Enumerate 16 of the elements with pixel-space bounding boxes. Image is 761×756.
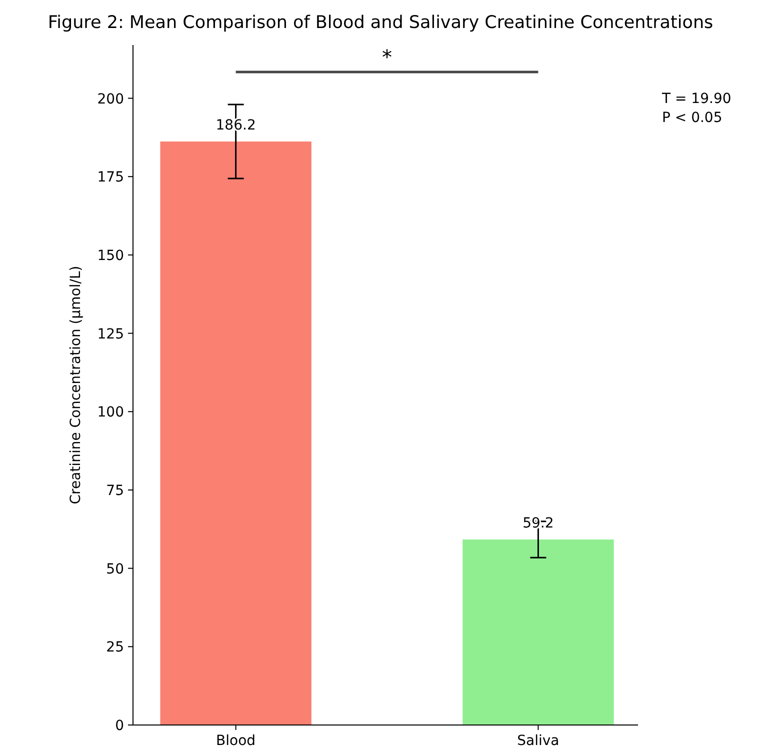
- y-tick-label: 75: [106, 482, 124, 499]
- x-tick-label: Blood: [216, 733, 256, 749]
- y-tick-label: 150: [97, 248, 124, 264]
- x-tick-label: Saliva: [517, 733, 560, 749]
- annotation: *: [382, 45, 392, 69]
- text: P < 0.05: [662, 110, 722, 126]
- y-tick-label: 0: [115, 718, 124, 734]
- y-tick-label: 200: [97, 91, 124, 108]
- y-tick-label: 175: [97, 170, 124, 186]
- chart-title: Figure 2: Mean Comparison of Blood and Salivary Creatinine Concentrations: [48, 13, 714, 33]
- y-tick-label: 50: [106, 561, 124, 578]
- y-axis-title: Creatinine Concentration (µmol/L): [68, 266, 84, 504]
- text: T = 19.90: [661, 91, 732, 107]
- y-tick-label: 125: [97, 326, 124, 342]
- y-tick-label: 100: [97, 404, 124, 421]
- y-tick-label: 25: [106, 640, 124, 656]
